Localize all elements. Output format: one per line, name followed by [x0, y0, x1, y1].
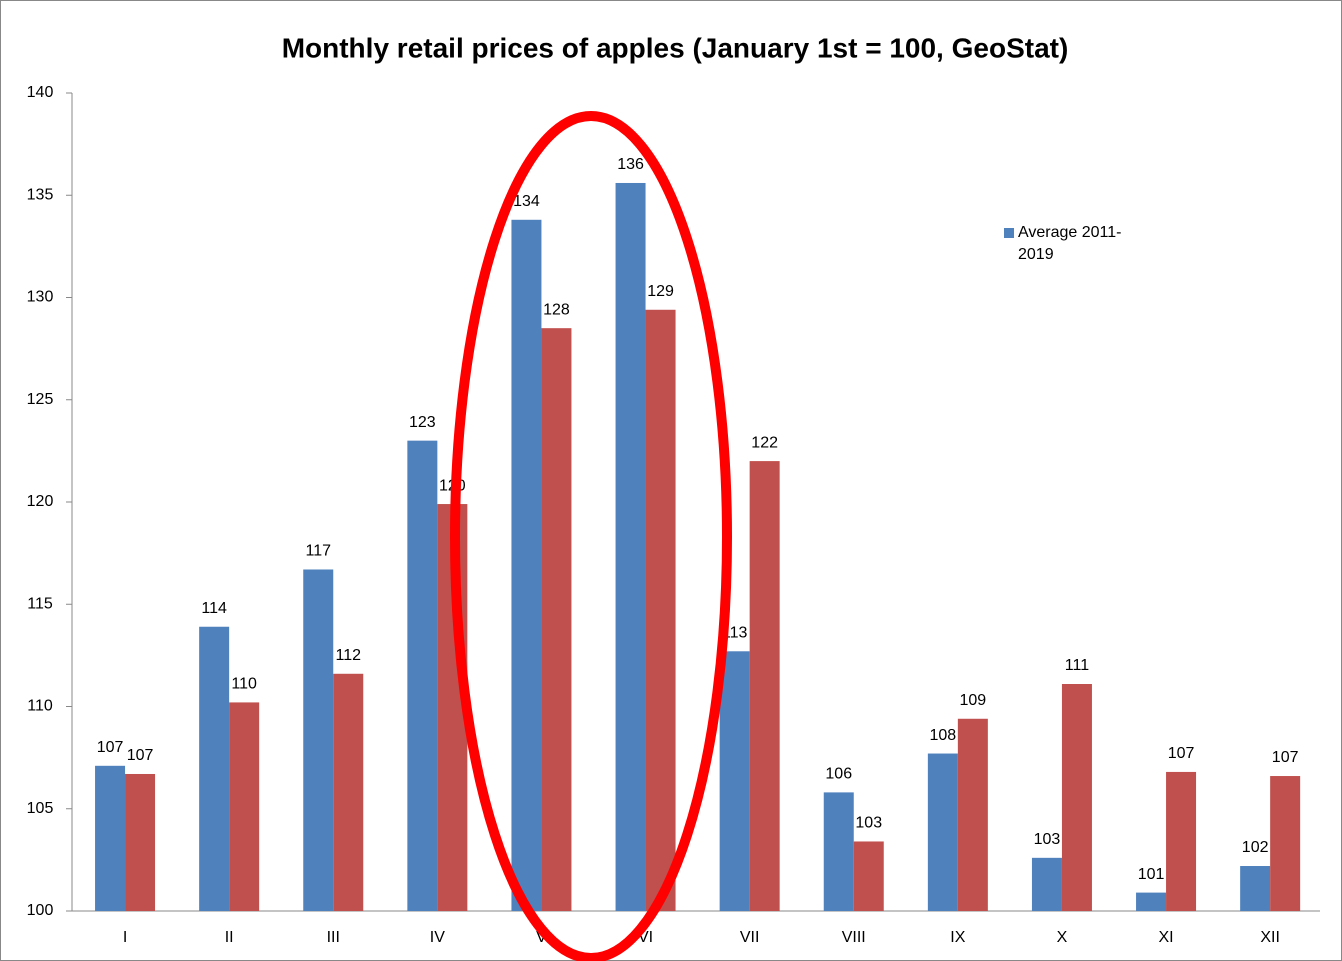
data-label: 136 [617, 156, 644, 173]
data-label: 123 [409, 414, 436, 431]
y-tick-label: 105 [27, 800, 54, 817]
x-tick-label: IV [430, 929, 445, 946]
y-tick-label: 115 [27, 595, 53, 612]
y-tick-label: 120 [27, 493, 54, 510]
legend: Average 2011-2019 [1004, 222, 1154, 266]
data-label: 112 [335, 647, 361, 664]
bar [1240, 866, 1271, 911]
x-tick-label: VIII [842, 929, 866, 946]
highlight-ellipse [450, 111, 732, 961]
data-label: 108 [929, 727, 956, 744]
bar [1061, 684, 1092, 911]
bar [957, 718, 988, 911]
data-label: 107 [1272, 749, 1299, 766]
bar [1031, 857, 1062, 911]
data-label: 128 [543, 301, 570, 318]
legend-swatch [1004, 228, 1014, 238]
bar [645, 309, 676, 911]
bar [615, 182, 646, 912]
bar [1270, 776, 1301, 911]
data-label: 134 [513, 193, 540, 210]
x-tick-label: I [123, 929, 127, 946]
bar [333, 673, 364, 911]
bar [823, 792, 854, 911]
data-label: 103 [1034, 831, 1061, 848]
y-tick-label: 125 [27, 391, 54, 408]
y-tick-label: 140 [27, 84, 54, 101]
y-tick-label: 100 [27, 902, 54, 919]
legend-label: Average 2011-2019 [1018, 224, 1122, 263]
bar [1166, 771, 1197, 911]
x-tick-label: III [327, 929, 340, 946]
data-label: 129 [647, 283, 674, 300]
bar [853, 841, 884, 911]
data-label: 122 [751, 434, 778, 451]
bar [511, 219, 542, 912]
data-label: 103 [855, 815, 882, 832]
data-label: 107 [1168, 745, 1195, 762]
x-tick-label: IX [950, 929, 965, 946]
bar [95, 765, 126, 911]
x-tick-label: VII [740, 929, 760, 946]
bar [125, 773, 156, 911]
data-label: 109 [959, 692, 986, 709]
bar [749, 461, 780, 911]
data-label: 117 [305, 543, 331, 560]
data-label: 102 [1242, 839, 1269, 856]
bar [927, 753, 958, 911]
y-tick-label: 110 [27, 698, 53, 715]
bar [541, 328, 572, 911]
bar [303, 569, 334, 911]
data-label: 101 [1138, 866, 1165, 883]
x-tick-label: XI [1158, 929, 1173, 946]
x-tick-label: XII [1260, 929, 1280, 946]
data-label: 111 [1065, 657, 1089, 674]
bar [407, 440, 438, 911]
data-label: 106 [825, 766, 852, 783]
data-label: 107 [127, 747, 154, 764]
x-tick-label: V [536, 929, 547, 946]
data-label: 114 [201, 600, 227, 617]
y-tick-label: 130 [27, 289, 54, 306]
bar [199, 626, 230, 911]
x-tick-label: X [1057, 929, 1068, 946]
chart-title: Monthly retail prices of apples (January… [282, 32, 1069, 63]
y-tick-label: 135 [27, 186, 54, 203]
bar [719, 651, 750, 911]
bar [229, 702, 260, 911]
data-label: 107 [97, 739, 124, 756]
bar [1136, 892, 1167, 911]
data-label: 110 [231, 676, 257, 693]
x-tick-label: II [225, 929, 234, 946]
